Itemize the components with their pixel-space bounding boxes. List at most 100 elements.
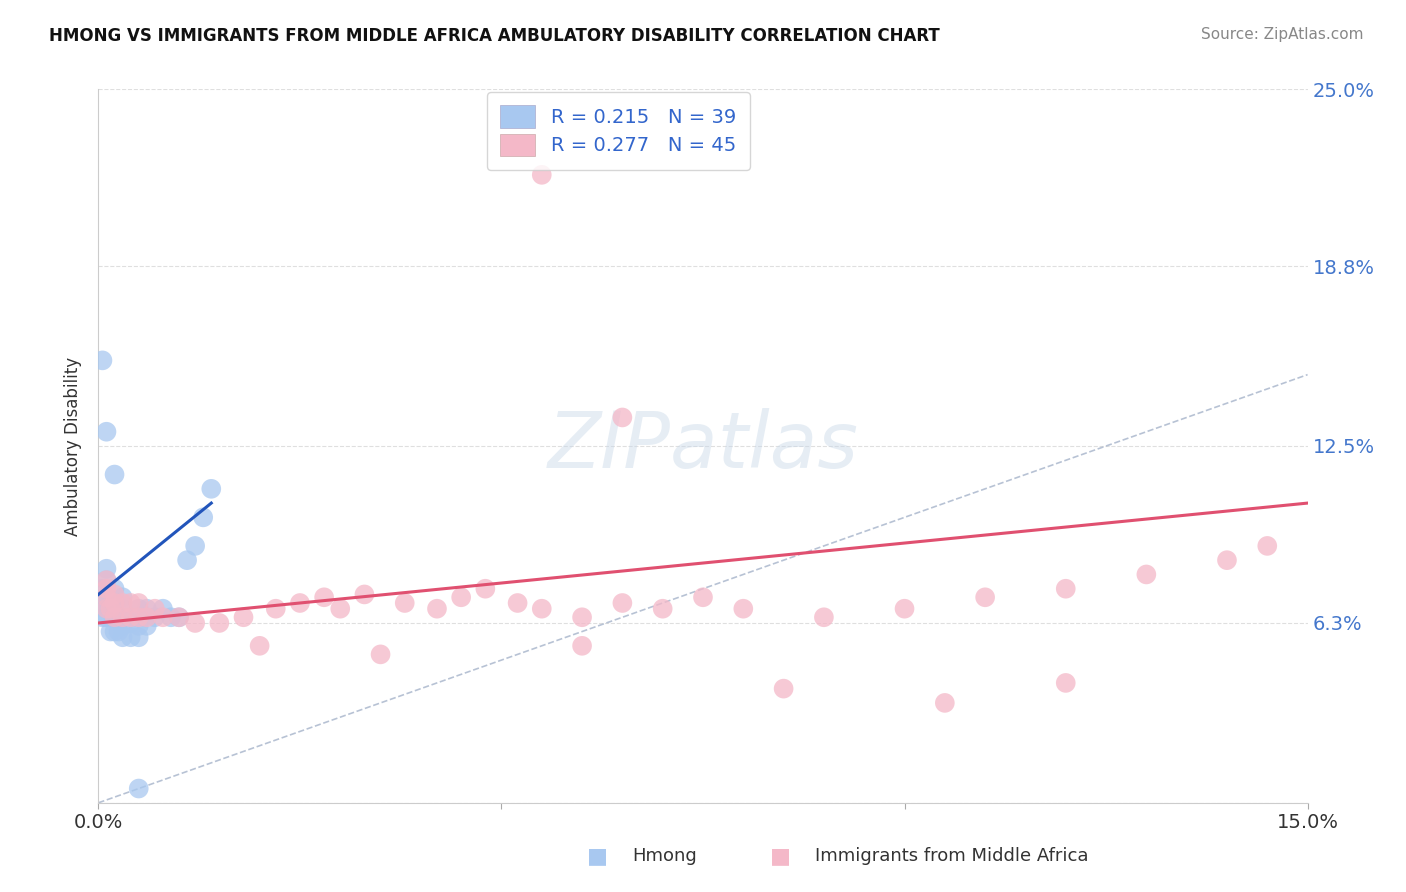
Hmong <box>120 615 142 630</box>
Immigrants from Middle Africa <box>128 610 150 624</box>
Immigrants from Middle Africa <box>249 639 271 653</box>
Hmong <box>143 610 166 624</box>
Immigrants from Middle Africa <box>571 639 593 653</box>
Text: HMONG VS IMMIGRANTS FROM MIDDLE AFRICA AMBULATORY DISABILITY CORRELATION CHART: HMONG VS IMMIGRANTS FROM MIDDLE AFRICA A… <box>49 27 941 45</box>
Immigrants from Middle Africa <box>128 596 150 610</box>
Immigrants from Middle Africa <box>120 596 142 610</box>
Hmong <box>135 619 157 633</box>
Immigrants from Middle Africa <box>1135 567 1157 582</box>
Hmong <box>184 539 207 553</box>
Immigrants from Middle Africa <box>1054 582 1077 596</box>
Immigrants from Middle Africa <box>1054 676 1077 690</box>
Immigrants from Middle Africa <box>208 615 231 630</box>
Hmong <box>176 553 198 567</box>
Immigrants from Middle Africa <box>135 610 157 624</box>
Hmong <box>103 582 125 596</box>
Hmong <box>96 601 118 615</box>
Immigrants from Middle Africa <box>506 596 529 610</box>
Immigrants from Middle Africa <box>329 601 352 615</box>
Text: Immigrants from Middle Africa: Immigrants from Middle Africa <box>815 847 1090 865</box>
Immigrants from Middle Africa <box>530 601 553 615</box>
Immigrants from Middle Africa <box>1256 539 1278 553</box>
Hmong <box>128 630 150 644</box>
Hmong <box>160 610 183 624</box>
Immigrants from Middle Africa <box>96 573 118 587</box>
Hmong <box>107 610 129 624</box>
Immigrants from Middle Africa <box>167 610 190 624</box>
Hmong <box>128 781 150 796</box>
Text: Source: ZipAtlas.com: Source: ZipAtlas.com <box>1201 27 1364 42</box>
Immigrants from Middle Africa <box>232 610 254 624</box>
Hmong <box>96 425 118 439</box>
Immigrants from Middle Africa <box>103 610 125 624</box>
Hmong <box>111 591 134 605</box>
Immigrants from Middle Africa <box>264 601 287 615</box>
Immigrants from Middle Africa <box>96 591 118 605</box>
Immigrants from Middle Africa <box>530 168 553 182</box>
Immigrants from Middle Africa <box>288 596 311 610</box>
Immigrants from Middle Africa <box>100 601 122 615</box>
Hmong <box>103 624 125 639</box>
Hmong <box>96 562 118 576</box>
Hmong <box>167 610 190 624</box>
Text: ■: ■ <box>588 847 607 866</box>
Immigrants from Middle Africa <box>612 596 634 610</box>
Immigrants from Middle Africa <box>103 587 125 601</box>
Legend: R = 0.215   N = 39, R = 0.277   N = 45: R = 0.215 N = 39, R = 0.277 N = 45 <box>486 92 749 169</box>
Immigrants from Middle Africa <box>733 601 755 615</box>
Immigrants from Middle Africa <box>152 610 174 624</box>
Hmong <box>200 482 222 496</box>
Immigrants from Middle Africa <box>772 681 794 696</box>
Hmong <box>193 510 215 524</box>
Hmong <box>96 610 118 624</box>
Immigrants from Middle Africa <box>612 410 634 425</box>
Hmong <box>120 630 142 644</box>
Immigrants from Middle Africa <box>571 610 593 624</box>
Immigrants from Middle Africa <box>974 591 997 605</box>
Hmong <box>103 610 125 624</box>
Immigrants from Middle Africa <box>692 591 714 605</box>
Immigrants from Middle Africa <box>474 582 496 596</box>
Text: ■: ■ <box>770 847 790 866</box>
Text: ZIPatlas: ZIPatlas <box>547 408 859 484</box>
Immigrants from Middle Africa <box>813 610 835 624</box>
Immigrants from Middle Africa <box>314 591 336 605</box>
Immigrants from Middle Africa <box>1216 553 1239 567</box>
Immigrants from Middle Africa <box>111 596 134 610</box>
Immigrants from Middle Africa <box>394 596 416 610</box>
Hmong <box>128 619 150 633</box>
Immigrants from Middle Africa <box>426 601 449 615</box>
Immigrants from Middle Africa <box>111 610 134 624</box>
Hmong <box>100 596 122 610</box>
Immigrants from Middle Africa <box>893 601 915 615</box>
Hmong <box>91 596 114 610</box>
Immigrants from Middle Africa <box>96 601 118 615</box>
Immigrants from Middle Africa <box>120 610 142 624</box>
Hmong <box>91 582 114 596</box>
Hmong <box>103 596 125 610</box>
Immigrants from Middle Africa <box>184 615 207 630</box>
Hmong <box>111 601 134 615</box>
Hmong <box>152 601 174 615</box>
Immigrants from Middle Africa <box>103 596 125 610</box>
Hmong <box>128 601 150 615</box>
Immigrants from Middle Africa <box>934 696 956 710</box>
Text: Hmong: Hmong <box>633 847 697 865</box>
Hmong <box>100 624 122 639</box>
Hmong <box>91 353 114 368</box>
Hmong <box>103 467 125 482</box>
Hmong <box>96 591 118 605</box>
Hmong <box>107 624 129 639</box>
Hmong <box>111 630 134 644</box>
Hmong <box>91 610 114 624</box>
Immigrants from Middle Africa <box>353 587 375 601</box>
Y-axis label: Ambulatory Disability: Ambulatory Disability <box>65 357 83 535</box>
Immigrants from Middle Africa <box>450 591 472 605</box>
Immigrants from Middle Africa <box>651 601 673 615</box>
Hmong <box>135 601 157 615</box>
Immigrants from Middle Africa <box>143 601 166 615</box>
Hmong <box>111 619 134 633</box>
Hmong <box>96 573 118 587</box>
Immigrants from Middle Africa <box>96 582 118 596</box>
Immigrants from Middle Africa <box>370 648 392 662</box>
